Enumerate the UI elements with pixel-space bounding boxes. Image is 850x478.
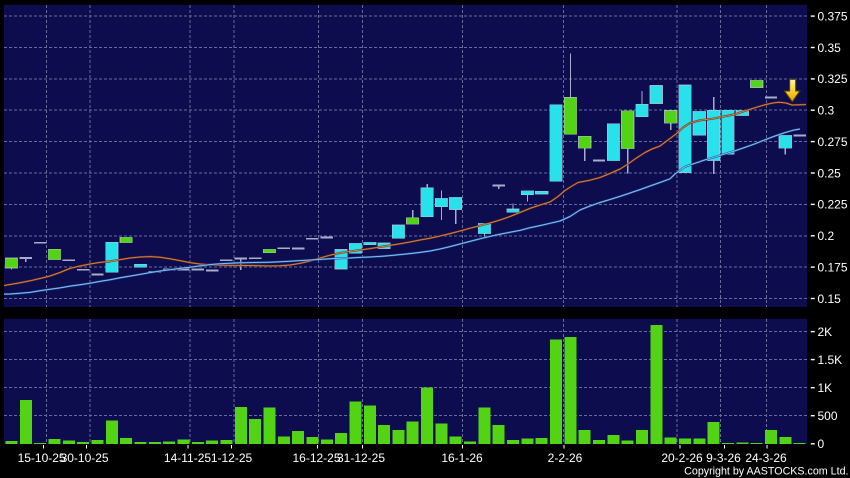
svg-text:31-12-25: 31-12-25	[337, 451, 385, 465]
svg-text:0.3: 0.3	[818, 104, 835, 118]
svg-text:20-2-26: 20-2-26	[661, 451, 703, 465]
svg-text:0.2: 0.2	[818, 229, 835, 243]
svg-text:1-12-25: 1-12-25	[211, 451, 253, 465]
svg-text:15-10-25: 15-10-25	[18, 451, 66, 465]
svg-text:16-12-25: 16-12-25	[292, 451, 340, 465]
svg-text:0.275: 0.275	[818, 135, 848, 149]
svg-text:14-11-25: 14-11-25	[164, 451, 211, 465]
svg-text:0.225: 0.225	[818, 198, 848, 212]
svg-text:1.5K: 1.5K	[818, 353, 843, 367]
svg-text:0.35: 0.35	[818, 41, 842, 55]
svg-text:0.325: 0.325	[818, 72, 848, 86]
svg-text:2-2-26: 2-2-26	[548, 451, 583, 465]
svg-text:Copyright by AASTOCKS.com Ltd.: Copyright by AASTOCKS.com Ltd.	[684, 466, 848, 478]
svg-text:500: 500	[818, 409, 838, 423]
svg-text:0.25: 0.25	[818, 166, 842, 180]
svg-text:0: 0	[818, 437, 825, 451]
svg-text:0.375: 0.375	[818, 9, 848, 23]
svg-text:1K: 1K	[818, 381, 833, 395]
svg-text:0.175: 0.175	[818, 260, 848, 274]
svg-text:30-10-25: 30-10-25	[61, 451, 109, 465]
svg-text:2K: 2K	[818, 325, 833, 339]
svg-text:16-1-26: 16-1-26	[441, 451, 483, 465]
svg-text:0.15: 0.15	[818, 292, 842, 306]
svg-text:9-3-26: 9-3-26	[706, 451, 741, 465]
svg-text:24-3-26: 24-3-26	[745, 451, 787, 465]
